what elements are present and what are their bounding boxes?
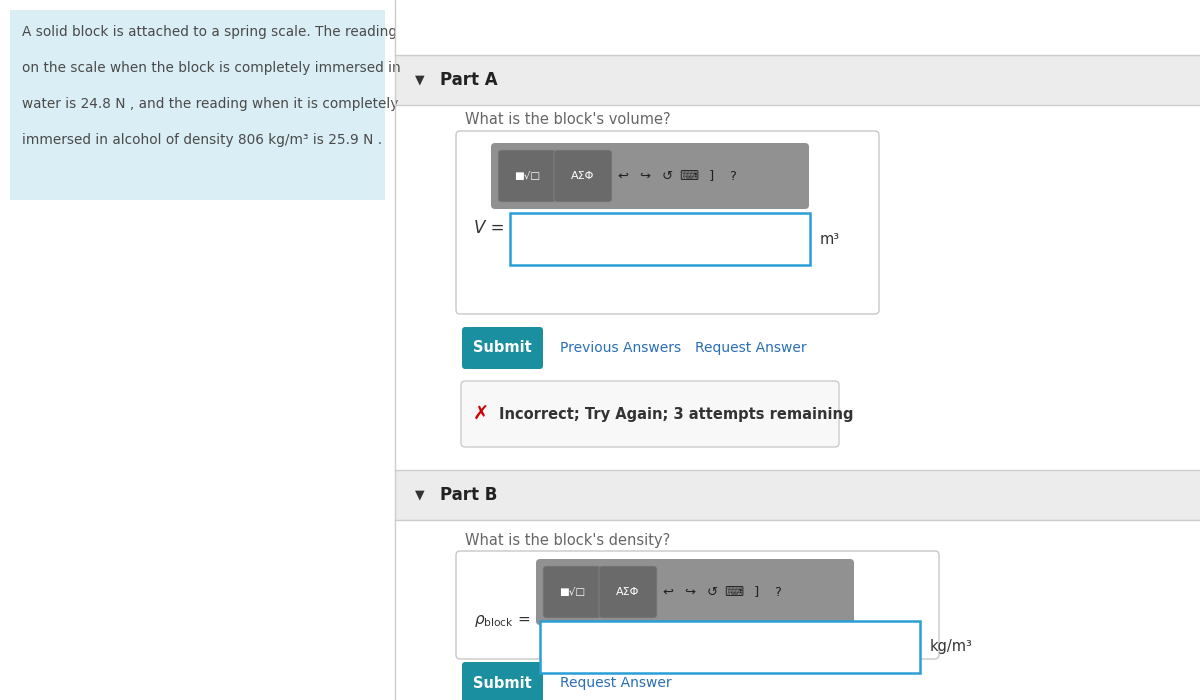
Text: ■√□: ■√□ <box>514 171 540 181</box>
FancyBboxPatch shape <box>542 566 601 618</box>
Text: Part B: Part B <box>440 486 497 504</box>
Text: Request Answer: Request Answer <box>560 676 672 690</box>
Text: ■√□: ■√□ <box>559 587 586 597</box>
FancyBboxPatch shape <box>536 559 854 625</box>
Text: V =: V = <box>474 219 504 237</box>
Text: ?: ? <box>774 585 781 598</box>
FancyBboxPatch shape <box>456 131 878 314</box>
Text: immersed in alcohol of density 806 kg/m³ is 25.9 N .: immersed in alcohol of density 806 kg/m³… <box>22 133 382 147</box>
Text: ΑΣΦ: ΑΣΦ <box>571 171 595 181</box>
Bar <box>395 470 1200 520</box>
Text: ↪: ↪ <box>684 585 696 598</box>
Bar <box>540 621 920 673</box>
Text: What is the block's volume?: What is the block's volume? <box>466 113 671 127</box>
Text: A solid block is attached to a spring scale. The reading: A solid block is attached to a spring sc… <box>22 25 397 39</box>
Text: ↺: ↺ <box>661 169 672 183</box>
Text: Incorrect; Try Again; 3 attempts remaining: Incorrect; Try Again; 3 attempts remaini… <box>499 407 853 421</box>
FancyBboxPatch shape <box>599 566 658 618</box>
Text: Previous Answers: Previous Answers <box>560 341 682 355</box>
Text: ⌨: ⌨ <box>679 169 698 183</box>
FancyBboxPatch shape <box>462 327 542 369</box>
FancyBboxPatch shape <box>461 381 839 447</box>
FancyBboxPatch shape <box>554 150 612 202</box>
Text: Submit: Submit <box>473 340 532 356</box>
Text: ⌨: ⌨ <box>725 585 744 598</box>
Text: Part A: Part A <box>440 71 498 89</box>
Text: ✗: ✗ <box>473 405 490 424</box>
Bar <box>395 55 1200 105</box>
FancyBboxPatch shape <box>491 143 809 209</box>
Text: $\rho_\mathrm{block}$ =: $\rho_\mathrm{block}$ = <box>474 613 530 629</box>
FancyBboxPatch shape <box>456 551 940 659</box>
Text: on the scale when the block is completely immersed in: on the scale when the block is completel… <box>22 61 401 75</box>
Text: m³: m³ <box>820 232 840 246</box>
FancyBboxPatch shape <box>498 150 556 202</box>
Text: ?: ? <box>730 169 737 183</box>
Text: ]: ] <box>754 585 758 598</box>
Text: Submit: Submit <box>473 676 532 690</box>
Text: ▼: ▼ <box>415 489 425 501</box>
Bar <box>510 213 810 265</box>
Text: kg/m³: kg/m³ <box>930 640 973 655</box>
Bar <box>395 0 1200 700</box>
Text: ▼: ▼ <box>415 74 425 87</box>
Text: ↩: ↩ <box>662 585 673 598</box>
Text: What is the block's density?: What is the block's density? <box>466 533 671 547</box>
Text: ↺: ↺ <box>707 585 718 598</box>
Text: ↩: ↩ <box>618 169 629 183</box>
Text: Request Answer: Request Answer <box>695 341 806 355</box>
Text: ΑΣΦ: ΑΣΦ <box>617 587 640 597</box>
FancyBboxPatch shape <box>10 10 385 200</box>
Text: water is 24.8 N , and the reading when it is completely: water is 24.8 N , and the reading when i… <box>22 97 398 111</box>
Text: ↪: ↪ <box>640 169 650 183</box>
FancyBboxPatch shape <box>462 662 542 700</box>
Text: ]: ] <box>708 169 714 183</box>
